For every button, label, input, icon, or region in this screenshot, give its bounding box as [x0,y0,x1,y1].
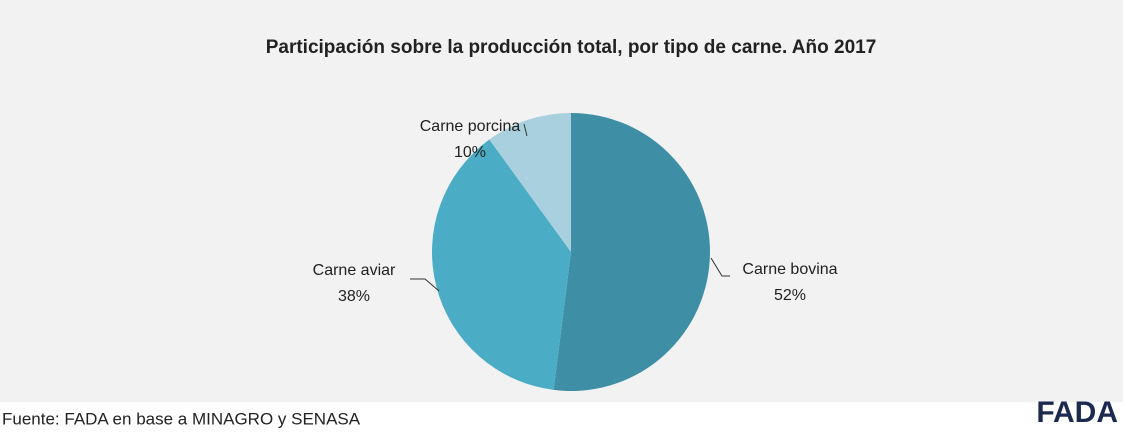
source-note: Fuente: FADA en base a MINAGRO y SENASA [2,409,361,428]
value-label: 52% [774,287,806,304]
category-label: Carne porcina [420,118,521,135]
chart-title: Participación sobre la producción total,… [266,37,877,58]
leader-line [710,257,730,277]
value-label: 10% [454,144,486,161]
leader-line [410,278,440,292]
pie-slice [489,113,571,252]
pie-slice [432,139,571,390]
leader-line [523,123,528,137]
category-label: Carne aviar [313,262,396,279]
pie-slice [553,113,711,391]
value-label: 38% [338,288,370,305]
category-label: Carne bovina [742,261,837,278]
logo: FADA [1036,396,1118,429]
